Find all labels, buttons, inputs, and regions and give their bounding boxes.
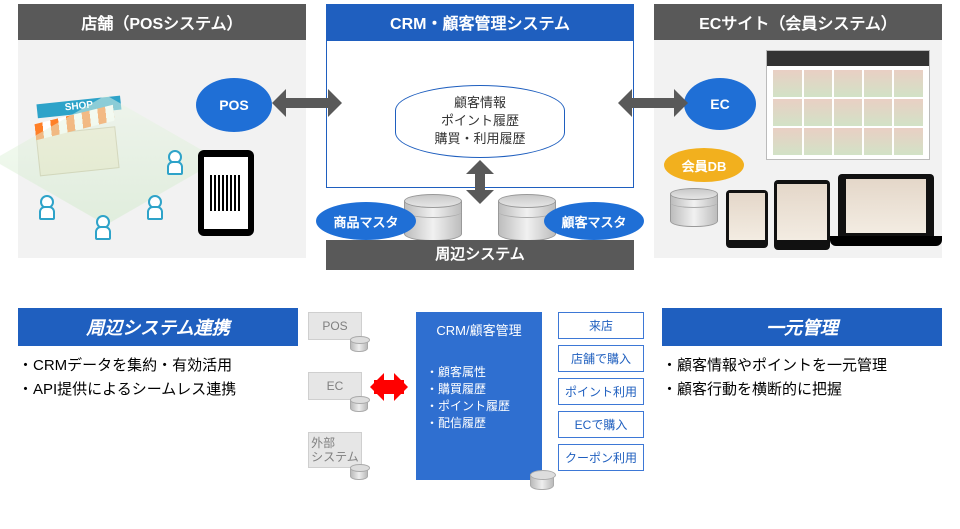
tablet-icon [774,180,830,250]
crm-mini-item: ・購買履歴 [426,380,532,397]
unified-title: 一元管理 [662,308,942,346]
pos-title: 店舗（POSシステム） [18,4,306,40]
unified-bullet: ・顧客情報やポイントを一元管理 [662,354,942,378]
laptop-base [830,236,942,246]
red-arrow-icon [374,380,404,394]
chip: 来店 [558,312,644,339]
crm-db-line: ポイント履歴 [418,112,542,130]
laptop-icon [838,174,934,238]
product-master-ellipse: 商品マスタ [316,202,416,240]
customer-master-label: 顧客マスタ [561,212,626,231]
chip: クーポン利用 [558,444,644,471]
ec-panel: ECサイト（会員システム） EC 会員DB [654,4,942,258]
pos-body: SHOP POS [18,40,306,258]
mini-db-icon [350,464,368,480]
ec-screenshot [766,50,930,160]
tablet-icon [726,190,768,248]
crm-mini-box: CRM/顧客管理 ・顧客属性 ・購買履歴 ・ポイント履歴 ・配信履歴 [416,312,542,480]
integration-bullet: ・CRMデータを集約・有効活用 [18,354,298,378]
crm-panel: CRM・顧客管理システム 顧客情報 ポイント履歴 購買・利用履歴 商品マスタ 顧… [326,4,634,270]
peripheral-system-bar: 周辺システム [326,240,634,270]
crm-mini-item: ・ポイント履歴 [426,397,532,414]
integration-bullet: ・API提供によるシームレス連携 [18,378,298,402]
crm-title: CRM・顧客管理システム [326,4,634,40]
vertical-arrow-icon [475,166,485,198]
mini-diagram: POS EC 外部 システム CRM/顧客管理 ・顧客属性 ・購買履歴 ・ポイン… [308,308,648,498]
person-icon [96,215,110,237]
integration-section: 周辺システム連携 ・CRMデータを集約・有効活用 ・API提供によるシームレス連… [18,308,298,402]
pos-ellipse-label: POS [219,97,249,113]
product-master-label: 商品マスタ [333,212,398,231]
ec-title: ECサイト（会員システム） [654,4,942,40]
crm-mini-title: CRM/顧客管理 [426,320,532,339]
ec-ellipse-label: EC [710,96,729,112]
mini-db-icon [350,336,368,352]
peripheral-area: 商品マスタ 顧客マスタ 周辺システム [326,188,634,270]
integration-title: 周辺システム連携 [18,308,298,346]
chip: ポイント利用 [558,378,644,405]
mini-db-icon [530,470,554,490]
member-db-label: 会員DB [682,156,727,175]
person-icon [40,195,54,217]
chip: ECで購入 [558,411,644,438]
chip-column: 来店 店舗で購入 ポイント利用 ECで購入 クーポン利用 [558,312,644,471]
person-icon [148,195,162,217]
db-icon [670,188,718,230]
customer-master-ellipse: 顧客マスタ [544,202,644,240]
unified-section: 一元管理 ・顧客情報やポイントを一元管理 ・顧客行動を横断的に把握 [662,308,942,402]
arrow-icon [278,98,336,108]
mini-ext-box: 外部 システム [308,432,362,468]
ec-body: EC 会員DB [654,40,942,258]
unified-bullet: ・顧客行動を横断的に把握 [662,378,942,402]
member-db-badge: 会員DB [664,148,744,182]
phone-barcode-icon [198,150,254,236]
chip: 店舗で購入 [558,345,644,372]
pos-panel: 店舗（POSシステム） SHOP POS [18,4,306,258]
crm-mini-item: ・顧客属性 [426,363,532,380]
person-icon [168,150,182,172]
crm-db-line: 顧客情報 [418,94,542,112]
crm-mini-item: ・配信履歴 [426,414,532,431]
arrow-icon [624,98,682,108]
